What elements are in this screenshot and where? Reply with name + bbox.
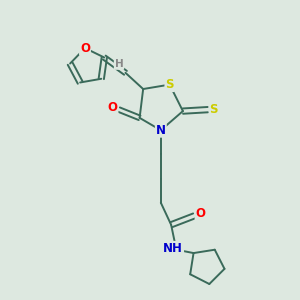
Text: O: O xyxy=(107,101,118,114)
Text: N: N xyxy=(156,124,166,137)
Text: O: O xyxy=(196,207,206,220)
Text: NH: NH xyxy=(163,242,183,255)
Text: S: S xyxy=(165,78,174,91)
Text: S: S xyxy=(210,103,218,116)
Text: O: O xyxy=(80,42,90,55)
Text: H: H xyxy=(115,59,123,69)
